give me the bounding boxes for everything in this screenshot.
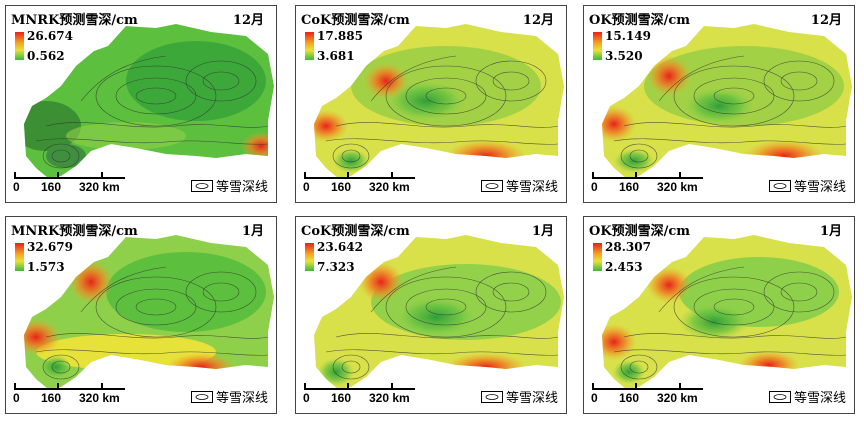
isoline-icon — [768, 390, 791, 403]
legend-color-bar — [305, 243, 314, 271]
panel-month: 12月 — [232, 13, 264, 28]
map-panel-mnrk-jan: MNRK预测雪深/cm 1月 32.679 1.573 0 160 320 km… — [5, 216, 277, 414]
panel-month: 1月 — [241, 224, 264, 239]
scale-label-160: 160 — [331, 391, 352, 405]
panel-title: OK预测雪深/cm — [589, 13, 691, 28]
scale-label-160: 160 — [619, 391, 640, 405]
panel-month: 12月 — [522, 13, 554, 28]
scale-label-160: 160 — [41, 391, 62, 405]
legend-min-value: 2.453 — [605, 260, 643, 274]
scale-label-320: 320 km — [79, 391, 120, 405]
legend-color-bar — [305, 32, 314, 60]
isoline-label: 等雪深线 — [505, 391, 558, 406]
scale-label-0: 0 — [591, 391, 598, 405]
scale-label-320: 320 km — [657, 180, 698, 194]
scale-label-160: 160 — [331, 180, 352, 194]
isoline-legend: 等雪深线 — [480, 176, 558, 195]
legend-min-value: 1.573 — [27, 260, 65, 274]
map-panel-cok-dec: CoK预测雪深/cm 12月 17.885 3.681 0 160 320 km… — [295, 5, 567, 203]
legend-max-value: 17.885 — [317, 29, 363, 43]
scale-label-0: 0 — [303, 180, 310, 194]
legend-max-value: 23.642 — [317, 240, 363, 254]
isoline-legend: 等雪深线 — [190, 387, 268, 406]
panel-title: OK预测雪深/cm — [589, 224, 691, 239]
legend-color-bar — [15, 243, 24, 271]
panel-title: MNRK预测雪深/cm — [11, 13, 138, 28]
scale-bar: 0 160 320 km — [303, 172, 415, 194]
isoline-icon — [190, 390, 213, 403]
scale-bar: 0 160 320 km — [13, 383, 125, 405]
isoline-label: 等雪深线 — [215, 391, 268, 406]
isoline-icon — [480, 179, 503, 192]
scale-bar: 0 160 320 km — [591, 383, 703, 405]
legend-min-value: 7.323 — [317, 260, 355, 274]
isoline-label: 等雪深线 — [793, 180, 846, 195]
legend-min-value: 3.681 — [317, 49, 355, 63]
legend-color-bar — [593, 32, 602, 60]
scale-label-0: 0 — [303, 391, 310, 405]
isoline-label: 等雪深线 — [215, 180, 268, 195]
isoline-label: 等雪深线 — [505, 180, 558, 195]
scale-label-0: 0 — [591, 180, 598, 194]
panel-title: CoK预测雪深/cm — [301, 224, 410, 239]
panel-month: 1月 — [819, 224, 842, 239]
scale-label-160: 160 — [619, 180, 640, 194]
legend-max-value: 26.674 — [27, 29, 73, 43]
legend-color-bar — [593, 243, 602, 271]
legend-max-value: 28.307 — [605, 240, 651, 254]
scale-label-160: 160 — [41, 180, 62, 194]
isoline-icon — [768, 179, 791, 192]
scale-label-320: 320 km — [79, 180, 120, 194]
scale-bar: 0 160 320 km — [13, 172, 125, 194]
isoline-icon — [190, 179, 213, 192]
scale-label-0: 0 — [13, 391, 20, 405]
panel-month: 1月 — [531, 224, 554, 239]
legend-min-value: 3.520 — [605, 49, 643, 63]
isoline-label: 等雪深线 — [793, 391, 846, 406]
legend-max-value: 32.679 — [27, 240, 73, 254]
scale-label-0: 0 — [13, 180, 20, 194]
panel-title: MNRK预测雪深/cm — [11, 224, 138, 239]
scale-bar: 0 160 320 km — [591, 172, 703, 194]
map-panel-mnrk-dec: MNRK预测雪深/cm 12月 26.674 0.562 0 160 320 k… — [5, 5, 277, 203]
legend-color-bar — [15, 32, 24, 60]
scale-label-320: 320 km — [657, 391, 698, 405]
legend-max-value: 15.149 — [605, 29, 651, 43]
scale-label-320: 320 km — [369, 180, 410, 194]
map-panel-ok-dec: OK预测雪深/cm 12月 15.149 3.520 0 160 320 km … — [583, 5, 855, 203]
isoline-legend: 等雪深线 — [480, 387, 558, 406]
scale-bar: 0 160 320 km — [303, 383, 415, 405]
panel-month: 12月 — [810, 13, 842, 28]
map-panel-cok-jan: CoK预测雪深/cm 1月 23.642 7.323 0 160 320 km … — [295, 216, 567, 414]
panel-title: CoK预测雪深/cm — [301, 13, 410, 28]
isoline-icon — [480, 390, 503, 403]
isoline-legend: 等雪深线 — [768, 387, 846, 406]
map-panel-ok-jan: OK预测雪深/cm 1月 28.307 2.453 0 160 320 km 等… — [583, 216, 855, 414]
isoline-legend: 等雪深线 — [190, 176, 268, 195]
legend-min-value: 0.562 — [27, 49, 65, 63]
isoline-legend: 等雪深线 — [768, 176, 846, 195]
scale-label-320: 320 km — [369, 391, 410, 405]
